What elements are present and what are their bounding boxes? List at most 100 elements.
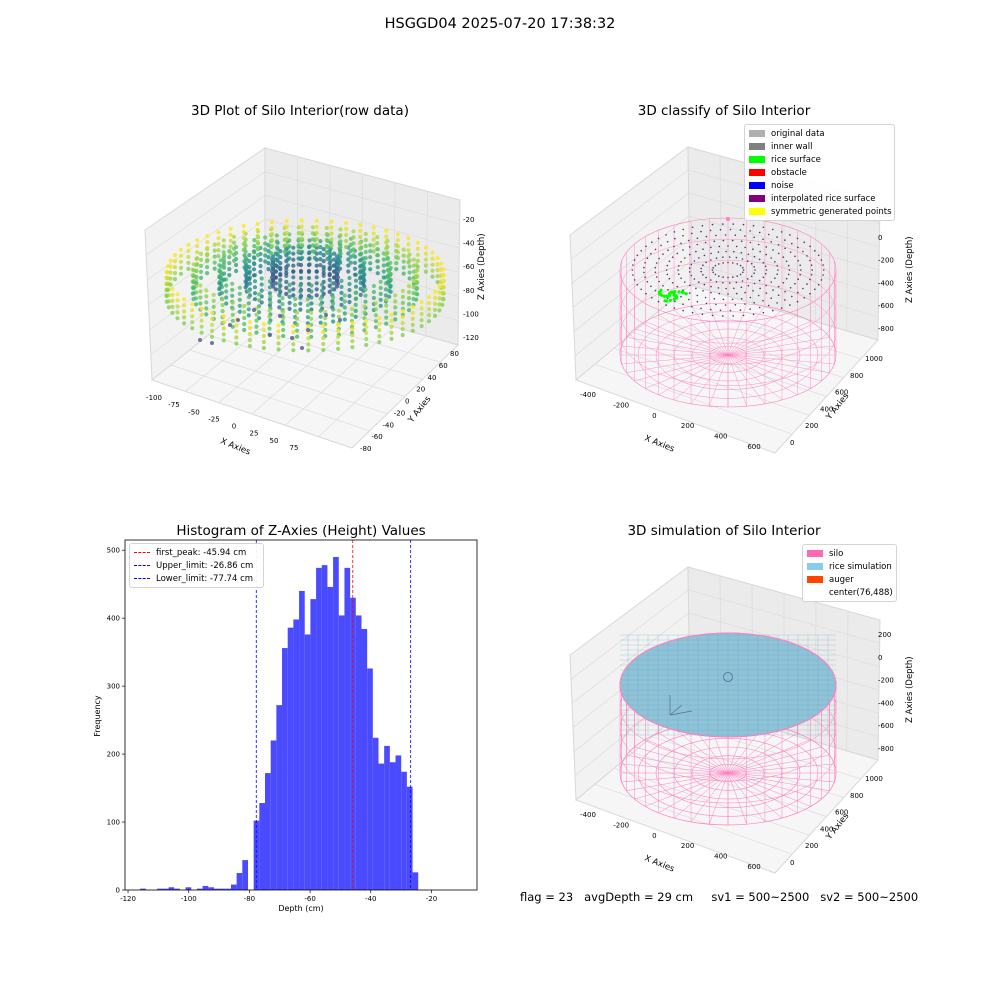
histogram-bar bbox=[406, 786, 413, 890]
raw-data-point bbox=[329, 237, 334, 242]
raw-data-point bbox=[310, 225, 315, 230]
raw-data-point bbox=[332, 251, 337, 256]
raw-data-point bbox=[415, 246, 420, 251]
raw-data-point bbox=[358, 240, 363, 245]
raw-data-point bbox=[252, 285, 258, 290]
interpolated-surface-point bbox=[689, 253, 691, 256]
raw-data-point bbox=[400, 314, 405, 320]
raw-data-point bbox=[241, 229, 246, 235]
raw-data-point bbox=[287, 256, 292, 261]
raw-data-point bbox=[338, 239, 343, 244]
interpolated-surface-point bbox=[665, 234, 667, 236]
raw-y-tick-label: 20 bbox=[416, 386, 425, 394]
raw-data-point bbox=[170, 310, 175, 315]
histogram-legend-line bbox=[134, 578, 150, 579]
raw-data-point bbox=[212, 260, 217, 265]
raw-data-point bbox=[336, 340, 341, 345]
raw-x-tick-label: 50 bbox=[270, 437, 279, 445]
histogram-bar bbox=[401, 771, 407, 890]
raw-data-point bbox=[281, 333, 286, 339]
raw-data-point bbox=[263, 259, 268, 264]
classify-legend-label: interpolated rice surface bbox=[771, 193, 876, 204]
raw-data-point bbox=[296, 262, 301, 267]
raw-data-point bbox=[323, 316, 328, 321]
raw-data-point bbox=[344, 226, 349, 232]
grid-line bbox=[573, 238, 690, 332]
interpolated-surface-point bbox=[696, 243, 699, 246]
raw-data-point bbox=[423, 257, 428, 262]
raw-data-point bbox=[338, 266, 343, 271]
raw-data-point bbox=[344, 232, 349, 238]
raw-data-point bbox=[216, 236, 221, 241]
raw-data-point bbox=[338, 251, 343, 256]
raw-data-point bbox=[247, 332, 252, 337]
x-tick-label: -200 bbox=[613, 821, 629, 829]
raw-data-point bbox=[227, 261, 232, 266]
classify-legend-item: symmetric generated points bbox=[749, 205, 892, 218]
raw-data-point bbox=[435, 280, 440, 285]
interpolated-surface-point bbox=[765, 269, 768, 271]
raw-z-label: Z Axies (Depth) bbox=[477, 233, 487, 300]
interpolated-surface-point bbox=[690, 263, 693, 266]
raw-data-point bbox=[230, 300, 235, 305]
raw-data-point bbox=[191, 286, 196, 291]
interpolated-surface-point bbox=[764, 272, 767, 275]
interpolated-surface-point bbox=[785, 277, 788, 280]
raw-data-point bbox=[320, 282, 325, 287]
raw-data-point bbox=[263, 253, 268, 258]
raw-data-point bbox=[211, 298, 216, 303]
raw-data-point bbox=[327, 283, 332, 288]
interpolated-surface-point bbox=[789, 287, 792, 289]
interpolated-surface-point bbox=[822, 269, 825, 271]
raw-z-tick-label: -120 bbox=[463, 334, 479, 342]
raw-data-point bbox=[221, 320, 226, 325]
raw-data-point bbox=[277, 299, 282, 304]
interpolated-surface-point bbox=[715, 303, 717, 306]
raw-data-point bbox=[216, 242, 221, 247]
raw-data-point bbox=[426, 313, 432, 318]
raw-data-point bbox=[198, 263, 204, 268]
classify-legend-label: inner wall bbox=[771, 141, 813, 152]
y-tick-label: 200 bbox=[805, 422, 818, 430]
raw-data-point bbox=[363, 287, 368, 292]
interpolated-surface-point bbox=[800, 269, 802, 271]
interpolated-surface-point bbox=[799, 264, 801, 267]
interpolated-surface-point bbox=[753, 282, 756, 285]
raw-data-point bbox=[281, 321, 286, 327]
interpolated-surface-point bbox=[806, 255, 808, 257]
interpolated-surface-point bbox=[700, 230, 702, 233]
raw-data-point bbox=[258, 257, 263, 263]
raw-data-point bbox=[270, 254, 276, 259]
histogram-bar bbox=[270, 740, 277, 890]
raw-data-point bbox=[437, 290, 442, 295]
raw-data-point bbox=[342, 317, 347, 322]
raw-data-point bbox=[411, 278, 416, 284]
raw-data-point bbox=[287, 300, 292, 305]
raw-data-point bbox=[269, 220, 274, 225]
rice-surface-point bbox=[671, 290, 675, 294]
raw-data-point bbox=[325, 256, 330, 261]
interpolated-surface-point bbox=[809, 278, 811, 281]
raw-y-tick-label: 40 bbox=[428, 374, 437, 382]
rice-surface-point bbox=[665, 294, 669, 298]
interpolated-surface-point bbox=[744, 235, 746, 237]
interpolated-surface-point bbox=[722, 315, 724, 317]
raw-data-point bbox=[359, 257, 364, 262]
interpolated-surface-point bbox=[710, 252, 712, 255]
raw-data-point bbox=[321, 329, 326, 335]
raw-data-point bbox=[331, 295, 336, 300]
raw-data-point bbox=[268, 294, 273, 299]
histogram-bar bbox=[321, 565, 328, 890]
raw-data-point bbox=[440, 278, 445, 283]
auger-marker bbox=[723, 672, 733, 682]
interpolated-surface-point bbox=[702, 264, 704, 266]
raw-data-point bbox=[257, 298, 262, 303]
raw-data-point bbox=[211, 304, 216, 309]
raw-data-point bbox=[419, 324, 424, 329]
raw-data-point bbox=[170, 286, 175, 291]
silo-floor-spoke bbox=[626, 754, 729, 774]
axis-indicator bbox=[669, 704, 683, 716]
interpolated-surface-point bbox=[674, 237, 676, 240]
raw-data-point bbox=[349, 306, 355, 311]
raw-data-point bbox=[182, 321, 187, 326]
